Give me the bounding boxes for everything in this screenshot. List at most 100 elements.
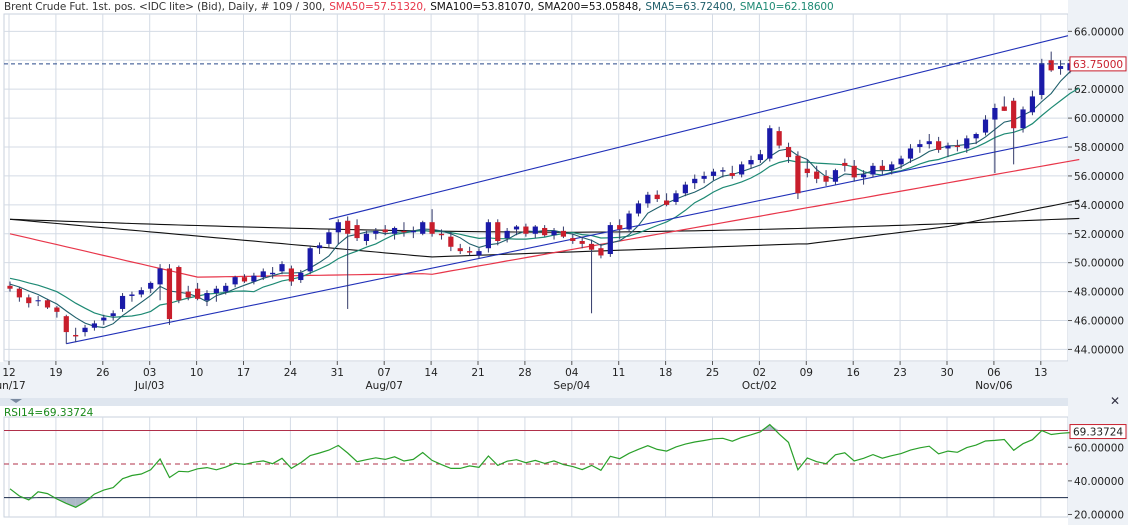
candle-body [260, 271, 266, 278]
month-label: Jun/17 [0, 380, 26, 392]
price-tick-label: 66.00000 [1074, 26, 1124, 38]
candle-body [701, 175, 707, 179]
candle-body [870, 165, 876, 175]
rsi-oversold-fill [66, 497, 76, 508]
candle-body [598, 248, 604, 256]
candle-body [964, 138, 970, 149]
date-tick-label: 07 [378, 367, 391, 379]
date-tick-label: 02 [753, 367, 766, 379]
candle-body [682, 184, 688, 194]
candle-body [241, 277, 248, 282]
candle-body [429, 222, 435, 234]
close-icon[interactable]: ✕ [1110, 394, 1121, 408]
candle-body [851, 165, 857, 178]
sma100-line [9, 199, 1080, 258]
price-tick-label: 46.00000 [1074, 316, 1124, 328]
candle-body [945, 145, 951, 149]
candle-body [363, 233, 370, 241]
candle-body [617, 225, 623, 230]
candle-body [7, 285, 13, 289]
date-tick-label: 25 [706, 367, 719, 379]
date-tick-label: 21 [471, 367, 484, 379]
candle-body [570, 238, 576, 241]
candle-body [467, 251, 473, 253]
candle-body [926, 141, 932, 145]
date-tick-label: 11 [612, 367, 625, 379]
candle-body [223, 285, 229, 292]
candle-body [279, 264, 285, 272]
candle-body [823, 175, 829, 182]
candle-body [345, 220, 351, 234]
candle-body [1048, 60, 1054, 71]
candle-body [992, 107, 998, 120]
candle-body [532, 226, 538, 234]
month-label: Aug/07 [365, 380, 402, 392]
candle-body [270, 272, 276, 275]
date-tick-label: 17 [237, 367, 250, 379]
candle-body [654, 194, 660, 200]
rsi-value-tag [1069, 424, 1127, 440]
candle-body [129, 294, 135, 296]
date-tick-label: 13 [1034, 367, 1047, 379]
month-label: Oct/02 [742, 380, 777, 392]
price-tick-label: 48.00000 [1074, 287, 1124, 299]
candle-body [879, 165, 885, 171]
candle-body [626, 213, 632, 230]
candle-body [551, 230, 557, 236]
date-tick-label: 28 [518, 367, 531, 379]
date-tick-label: 26 [96, 367, 110, 379]
legend-sma50: SMA50=57.51320, [329, 1, 427, 13]
candle-body [204, 293, 210, 301]
channel-lower-line [66, 136, 1069, 345]
last-price-tag [1069, 56, 1127, 72]
candle-body [673, 193, 679, 202]
candle-body [213, 288, 219, 294]
date-tick-label: 09 [800, 367, 813, 379]
candle-body [504, 230, 510, 239]
candle-body [185, 291, 191, 298]
candle-body [907, 148, 914, 159]
rsi-legend: RSI14=69.33724 [4, 407, 94, 419]
candle-body [757, 154, 763, 161]
candle-body [373, 230, 379, 234]
date-tick-label: 12 [2, 367, 15, 379]
candle-body [307, 248, 313, 272]
candle-body [645, 194, 651, 204]
candle-body [391, 227, 398, 234]
candle-body [166, 268, 173, 320]
candle-body [457, 248, 463, 252]
candle-body [91, 323, 98, 328]
candle-body [729, 173, 735, 176]
candle-body [288, 268, 294, 282]
candle-body [54, 307, 60, 312]
candle-body [785, 147, 792, 158]
legend-title: Brent Crude Fut. 1st. pos. <IDC lite> (B… [4, 1, 326, 13]
sma50-line [9, 158, 1080, 278]
candle-body [720, 170, 726, 172]
candle-body [542, 227, 548, 236]
rsi-tick-label: 60.00000 [1074, 442, 1124, 454]
candle-body [635, 203, 642, 214]
candle-body [692, 178, 698, 184]
candle-body [523, 226, 529, 234]
rsi-tick-label: 40.00000 [1074, 476, 1124, 488]
date-tick-label: 04 [565, 367, 579, 379]
candle-body [298, 272, 304, 281]
price-tick-label: 60.00000 [1074, 113, 1124, 125]
date-tick-label: 19 [49, 367, 62, 379]
candle-body [326, 232, 332, 244]
date-tick-label: 18 [659, 367, 672, 379]
candle-body [420, 222, 426, 234]
candle-body [814, 171, 820, 179]
candle-body [476, 251, 482, 256]
candle-body [804, 168, 810, 174]
pane-divider [0, 398, 1128, 406]
candle-body [251, 275, 257, 282]
month-label: Jul/03 [134, 380, 165, 392]
candle-body [73, 334, 79, 337]
candle-body [513, 226, 520, 230]
candle-body [44, 300, 51, 308]
candle-body [588, 243, 595, 250]
candle-body [148, 282, 154, 289]
